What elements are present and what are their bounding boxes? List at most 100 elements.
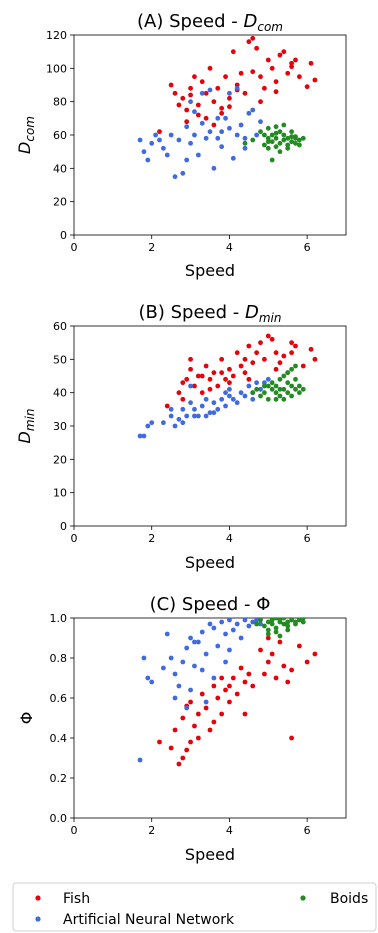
- panel-a-point-boids: [277, 140, 283, 146]
- panel-c-point-ann: [141, 655, 147, 661]
- legend-fish-label: Fish: [63, 891, 90, 907]
- panel-a-point-ann: [258, 119, 263, 125]
- panel-a-point-ann: [199, 120, 205, 126]
- panel-b-x-tick-label: 2: [148, 532, 155, 545]
- panel-a-point-ann: [168, 132, 174, 138]
- panel-c-point-ann: [227, 618, 232, 623]
- panel-c-point-fish: [312, 651, 318, 657]
- panel-b-point-fish: [269, 336, 275, 342]
- panel-b-point-fish: [211, 370, 217, 376]
- panel-a-point-fish: [211, 99, 217, 105]
- panel-b-point-ann: [180, 420, 186, 426]
- panel-b-point-boids: [273, 383, 279, 389]
- panel-a-point-boids: [296, 137, 302, 143]
- panel-b-point-boids: [273, 396, 279, 402]
- panel-b-point-boids: [289, 383, 294, 389]
- panel-a-point-boids: [285, 142, 291, 148]
- panel-c-point-ann: [168, 655, 174, 661]
- panel-c-x-tick-label: 2: [148, 824, 155, 837]
- panel-c-point-fish: [269, 651, 275, 657]
- panel-a-point-boids: [289, 134, 294, 140]
- panel-a-point-boids: [273, 130, 279, 136]
- panel-a-point-fish: [246, 39, 252, 45]
- panel-a-point-fish: [250, 35, 256, 41]
- panel-c-point-fish: [219, 711, 225, 717]
- panel-b-y-tick-label: 0: [60, 520, 67, 533]
- panel-a-point-fish: [277, 52, 283, 58]
- panel-a-point-fish: [281, 49, 287, 55]
- panel-b-point-fish: [227, 366, 232, 372]
- panel-b-point-boids: [250, 390, 256, 396]
- panel-c-point-fish: [242, 679, 248, 685]
- panel-c-point-fish: [223, 687, 228, 693]
- panel-a-point-fish: [207, 65, 213, 71]
- panel-c-point-boids: [285, 627, 291, 633]
- panel-a-point-fish: [312, 77, 318, 83]
- panel-b-point-boids: [265, 383, 271, 389]
- panel-b-point-fish: [199, 373, 205, 379]
- panel-a-points: [137, 35, 318, 180]
- panel-a-point-ann: [207, 129, 213, 135]
- panel-c-point-boids: [277, 633, 283, 639]
- panel-b-point-boids: [262, 390, 267, 396]
- panel-a-point-ann: [184, 157, 190, 163]
- panel-a-point-ann: [254, 132, 260, 138]
- panel-c-point-fish: [188, 699, 193, 705]
- panel-a-point-boids: [269, 139, 275, 145]
- panel-b-y-tick-label: 20: [53, 453, 67, 466]
- panel-c-point-fish: [157, 739, 162, 745]
- panel-c-point-ann: [199, 667, 205, 673]
- panel-b-point-fish: [273, 366, 279, 372]
- panel-a-point-boids: [273, 144, 279, 150]
- panel-c-point-boids: [262, 623, 267, 629]
- panel-a-title: (A) Speed - Dcom: [137, 11, 283, 34]
- panel-b-axes-frame: [73, 325, 347, 527]
- panel-a-point-ann: [172, 174, 178, 180]
- panel-a-point-ann: [153, 132, 159, 138]
- panel-a-point-fish: [172, 90, 178, 96]
- panel-b-point-boids: [281, 396, 287, 402]
- panel-b-point-fish: [242, 356, 248, 362]
- panel-a-point-ann: [192, 132, 197, 138]
- panel-c-point-fish: [195, 711, 201, 717]
- panel-b-point-fish: [230, 373, 236, 379]
- legend-boids-marker: [300, 895, 306, 901]
- panel-b-point-fish: [219, 356, 225, 362]
- panel-a-point-fish: [203, 115, 209, 121]
- panel-b-y-tick-label: 50: [53, 353, 67, 366]
- panel-c-point-ann: [192, 663, 197, 669]
- legend: Fish Artificial Neural Network Boids: [12, 882, 377, 932]
- panel-a-point-fish: [223, 74, 228, 80]
- panel-a-point-ann: [188, 99, 193, 105]
- panel-a-point-ann: [242, 145, 248, 151]
- panel-a-point-boids: [293, 140, 298, 146]
- legend-frame: [12, 882, 377, 932]
- panel-c-point-ann: [246, 623, 252, 629]
- panel-a-point-boids: [262, 142, 267, 148]
- panel-b-point-boids: [269, 386, 275, 392]
- panel-c-point-boids: [254, 621, 260, 627]
- legend-fish-marker: [35, 895, 41, 901]
- panel-c-point-fish: [227, 683, 232, 689]
- panel-a-point-ann: [160, 145, 166, 151]
- panel-c-point-boids: [273, 629, 279, 635]
- panel-b-point-fish: [273, 350, 279, 356]
- panel-a-point-fish: [258, 74, 263, 80]
- panel-c-point-fish: [234, 691, 240, 697]
- panel-a-point-boids: [262, 132, 267, 138]
- panel-a-point-ann: [211, 165, 217, 171]
- panel-a-point-fish: [219, 110, 225, 116]
- panel-b-y-tick-label: 10: [53, 487, 67, 500]
- panel-a-point-ann: [149, 140, 155, 146]
- panel-a-point-fish: [308, 60, 314, 66]
- panel-a-point-fish: [211, 122, 217, 128]
- panel-c-point-fish: [258, 647, 263, 653]
- panel-c-point-fish: [296, 643, 302, 649]
- panel-c-point-fish: [195, 735, 201, 741]
- panel-b-point-fish: [215, 383, 221, 389]
- panel-a-point-fish: [195, 102, 201, 108]
- panel-b-point-ann: [211, 400, 217, 406]
- panel-c-point-boids: [258, 618, 263, 623]
